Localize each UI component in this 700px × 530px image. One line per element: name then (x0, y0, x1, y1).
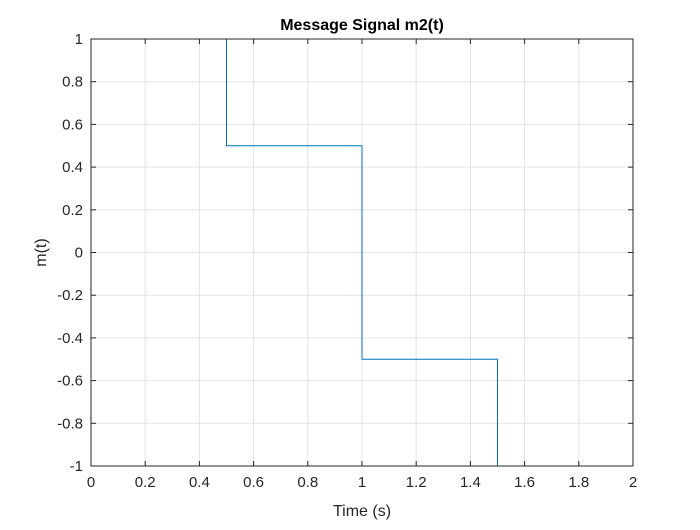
y-axis-label: m(t) (33, 238, 50, 266)
x-tick-label: 0.8 (297, 474, 318, 491)
x-tick-label: 1.4 (460, 474, 481, 491)
x-tick-label: 1.2 (406, 474, 427, 491)
x-tick-label: 1 (358, 474, 366, 491)
x-tick-label: 1.8 (568, 474, 589, 491)
x-tick-label: 0.4 (189, 474, 210, 491)
y-tick-label: 0.4 (62, 159, 83, 176)
y-tick-label: 0.8 (62, 74, 83, 91)
y-tick-label: 0 (75, 245, 83, 262)
y-tick-label: -0.8 (57, 415, 83, 432)
y-tick-label: -0.6 (57, 373, 83, 390)
ticks-layer: 0 0.2 0.4 0.6 0.8 1 1.2 1.4 1.6 1.8 2 -1 -0.8 -0.6 -0.… (57, 31, 637, 491)
y-tick-label: 0.6 (62, 116, 83, 133)
chart-title: Message Signal m2(t) (280, 17, 444, 34)
x-tick-label: 1.6 (514, 474, 535, 491)
x-tick-label: 0.2 (135, 474, 156, 491)
x-axis-label: Time (s) (333, 503, 391, 520)
y-tick-label: -0.2 (57, 287, 83, 304)
x-tick-label: 0 (87, 474, 95, 491)
y-tick-label: 1 (75, 31, 83, 48)
y-tick-label: -0.4 (57, 330, 83, 347)
x-tick-label: 0.6 (243, 474, 264, 491)
x-tick-label: 2 (629, 474, 637, 491)
y-tick-label: 0.2 (62, 202, 83, 219)
y-tick-label: -1 (70, 458, 83, 475)
